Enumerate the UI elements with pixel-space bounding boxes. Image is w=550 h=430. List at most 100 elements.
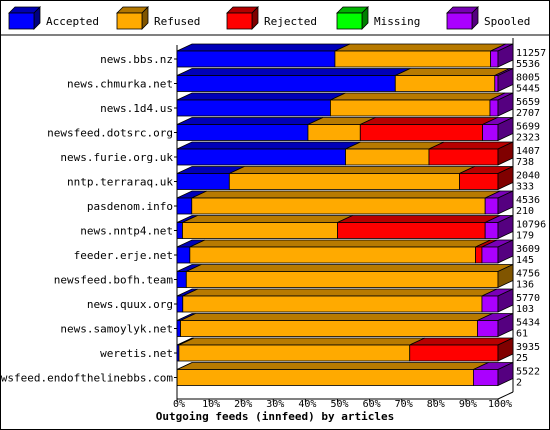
category-label: news.furie.org.uk	[60, 151, 173, 164]
plot-area: 1125755368005544556592707569923231407738…	[176, 38, 546, 400]
x-tick-label: 80%	[427, 399, 445, 410]
accepted-value-label: 2323	[516, 133, 540, 144]
category-label: newsfeed.dotsrc.org	[47, 127, 173, 140]
bar-segment-refused	[180, 313, 493, 337]
bar-segment-accepted	[176, 141, 361, 166]
bar-segment-refused	[228, 166, 475, 190]
x-tick-label: 100%	[488, 399, 512, 410]
bar-segment-spooled	[490, 43, 514, 68]
category-label: news.bbs.nz	[100, 53, 173, 66]
offered-value-label: 8005	[516, 73, 540, 84]
category-label: newsfeed.bofh.team	[54, 274, 174, 287]
bar-segment-refused	[191, 190, 501, 215]
bar-segment-accepted	[176, 239, 206, 264]
x-tick-label: 10%	[202, 399, 220, 410]
category-label: news.quux.org	[87, 298, 173, 311]
bar-segment-spooled	[494, 67, 514, 93]
x-tick-label: 70%	[395, 399, 413, 410]
accepted-value-label: 5536	[516, 59, 540, 70]
bar-segment-refused	[182, 288, 498, 313]
legend-item-accepted: Accepted	[8, 6, 99, 30]
bar-segment-refused	[307, 117, 376, 141]
bar-segment-spooled	[489, 92, 514, 117]
x-tick-label: 50%	[330, 399, 348, 410]
x-axis-label: Outgoing feeds (innfeed) by articles	[156, 410, 394, 423]
accepted-value-label: 2	[516, 378, 522, 389]
x-tick-label: 60%	[363, 399, 381, 410]
bar-segment-spooled	[481, 288, 514, 313]
bar-segment-refused	[394, 68, 510, 92]
legend-label: Rejected	[264, 15, 317, 28]
bar-segment-refused	[345, 141, 445, 166]
offered-value-label: 3609	[516, 244, 540, 255]
bar-segment-accepted	[176, 117, 324, 141]
category-label: weretis.net	[100, 347, 173, 360]
category-label: nntp.terraraq.uk	[67, 176, 173, 189]
x-tick-label: 0%	[173, 399, 185, 410]
legend: Accepted Refused Rejected Missing Spooled	[1, 6, 549, 36]
bar-segment-accepted	[176, 92, 346, 117]
legend-item-refused: Refused	[116, 6, 200, 30]
legend-label: Accepted	[46, 15, 99, 28]
offered-value-label: 5659	[516, 97, 540, 108]
accepted-value-label: 25	[516, 353, 528, 364]
x-tick-label: 40%	[298, 399, 316, 410]
bar-segment-spooled	[481, 239, 514, 264]
offered-value-label: 5699	[516, 122, 540, 133]
x-tick-label: 30%	[266, 399, 284, 410]
bar-segment-refused	[334, 43, 506, 68]
category-label: pasdenom.info	[87, 200, 173, 213]
floor-edge	[497, 391, 514, 400]
bar-segment-refused	[178, 337, 425, 362]
offered-value-label: 4536	[516, 195, 540, 206]
accepted-value-label: 103	[516, 304, 534, 315]
category-label: news.1d4.us	[100, 102, 173, 115]
accepted-value-label: 145	[516, 255, 534, 266]
legend-label: Refused	[154, 15, 200, 28]
accepted-value-label: 738	[516, 157, 534, 168]
offered-value-label: 2040	[516, 171, 540, 182]
legend-item-rejected: Rejected	[226, 6, 317, 30]
accepted-value-label: 61	[516, 329, 528, 340]
offered-value-label: 4756	[516, 269, 540, 280]
x-tick-label: 90%	[459, 399, 477, 410]
bar-segment-refused	[189, 239, 491, 264]
category-label: news.nntp4.net	[80, 225, 173, 238]
bar-segment-spooled	[484, 190, 514, 215]
legend-item-spooled: Spooled	[446, 6, 530, 30]
accepted-value-label: 136	[516, 280, 534, 291]
legend-item-missing: Missing	[336, 6, 420, 30]
category-label: feeder.erje.net	[74, 249, 173, 262]
accepted-value-label: 179	[516, 231, 534, 242]
legend-label: Spooled	[484, 15, 530, 28]
category-label: news.chmurka.net	[67, 78, 173, 91]
category-label: newsfeed.endofthelinebbs.com	[1, 372, 173, 385]
offered-value-label: 5522	[516, 367, 540, 378]
bar-segment-spooled	[473, 361, 514, 387]
bar-segment-accepted	[176, 43, 351, 68]
bar-segment-refused	[185, 263, 514, 289]
accepted-value-label: 5445	[516, 84, 540, 95]
offered-value-label: 1407	[516, 146, 540, 157]
bar-segment-spooled	[477, 312, 514, 338]
bar-segment-accepted	[176, 68, 411, 92]
accepted-value-label: 210	[516, 206, 534, 217]
bar-segment-refused	[182, 215, 353, 239]
offered-value-label: 10796	[516, 220, 546, 231]
